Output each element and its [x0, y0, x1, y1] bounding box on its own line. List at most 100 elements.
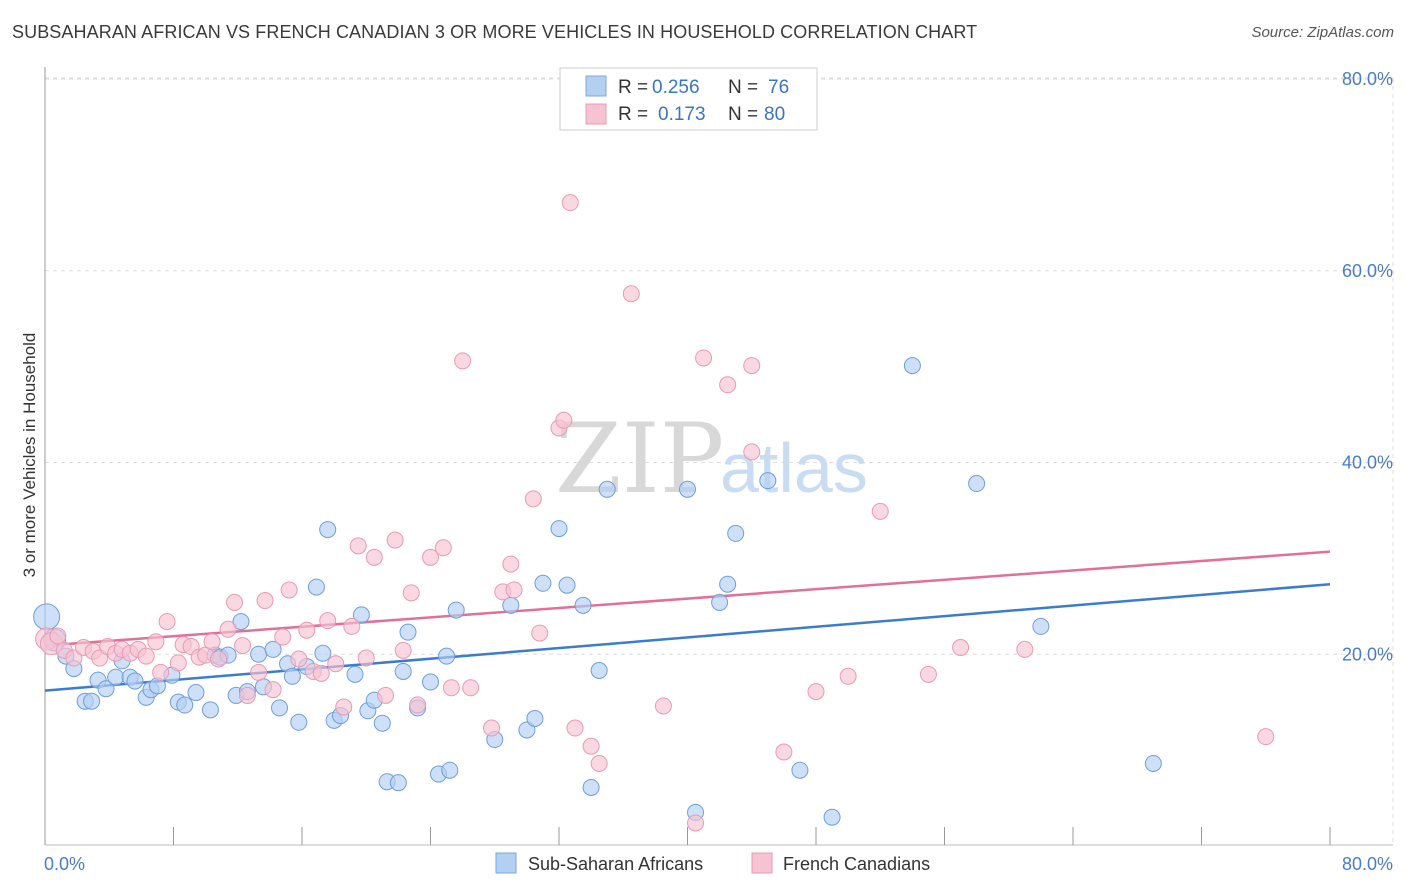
data-point: [319, 612, 337, 630]
bottom-legend-label-2: French Canadians: [783, 854, 930, 874]
data-point: [250, 645, 268, 663]
data-point: [346, 665, 364, 683]
data-point: [298, 621, 316, 639]
data-point: [687, 814, 705, 832]
data-point: [352, 606, 370, 624]
data-point: [711, 593, 729, 611]
bottom-legend-swatch-blue: [495, 852, 517, 874]
data-point: [524, 490, 542, 508]
data-point: [33, 603, 61, 631]
data-point: [871, 502, 889, 520]
data-point: [903, 357, 921, 375]
bottom-legend-label-1: Sub-Saharan Africans: [528, 854, 703, 874]
data-point: [518, 721, 536, 739]
data-point: [442, 679, 460, 697]
data-point: [823, 808, 841, 826]
data-point: [365, 548, 383, 566]
y-tick-label: 80.0%: [1342, 69, 1393, 89]
data-point: [234, 637, 252, 655]
legend-n-label-2: N =: [728, 104, 758, 125]
data-point: [176, 696, 194, 714]
data-point: [422, 548, 439, 566]
data-point: [1016, 640, 1034, 658]
legend-r-value-1: 0.256: [652, 77, 700, 98]
data-point: [264, 681, 282, 699]
data-point: [952, 638, 970, 656]
series-french-canadians: [35, 194, 1275, 832]
data-point: [590, 662, 608, 680]
data-point: [807, 683, 825, 701]
data-point: [454, 352, 472, 370]
data-point: [590, 755, 608, 773]
data-point: [654, 697, 672, 715]
legend-swatch-pink: [585, 103, 607, 125]
data-point: [775, 743, 793, 761]
legend-n-value-1: 76: [768, 77, 789, 98]
legend-r-label-1: R =: [618, 77, 648, 98]
x-tick-label: 80.0%: [1342, 854, 1393, 874]
y-axis-title: 3 or more Vehicles in Household: [20, 333, 39, 578]
data-point: [919, 665, 937, 683]
data-point: [743, 357, 761, 375]
data-point: [232, 613, 250, 631]
y-tick-label: 20.0%: [1342, 644, 1393, 664]
bottom-legend-swatch-pink: [751, 852, 773, 874]
data-point: [386, 531, 404, 549]
data-point: [409, 696, 427, 714]
data-point: [505, 581, 523, 599]
data-point: [349, 537, 367, 555]
data-point: [290, 650, 308, 668]
data-point: [791, 761, 809, 779]
data-point: [274, 628, 292, 646]
data-point: [526, 709, 544, 727]
data-point: [271, 699, 289, 717]
data-point: [1257, 728, 1275, 746]
trend-line-pink: [44, 550, 1331, 647]
data-point: [566, 719, 584, 737]
data-point: [49, 627, 67, 645]
data-point: [290, 713, 308, 731]
data-point: [534, 574, 552, 592]
data-point: [389, 774, 407, 792]
data-point: [402, 584, 420, 602]
data-point: [357, 649, 375, 667]
data-point: [422, 673, 439, 691]
data-point: [137, 647, 155, 665]
data-point: [209, 650, 227, 668]
data-point: [394, 662, 412, 680]
data-point: [335, 698, 353, 716]
data-point: [582, 778, 600, 796]
data-point: [256, 592, 274, 610]
source-label: Source: ZipAtlas.com: [1251, 24, 1394, 41]
data-point: [147, 633, 165, 651]
data-point: [312, 664, 330, 682]
data-point: [839, 667, 857, 685]
data-point: [280, 581, 298, 599]
data-point: [561, 194, 579, 212]
axes: 20.0% 40.0% 60.0% 80.0% 0.0% 80.0%: [44, 67, 1393, 874]
data-point: [319, 521, 337, 539]
data-point: [203, 633, 221, 651]
data-point: [574, 596, 592, 614]
data-point: [250, 663, 268, 681]
data-point: [679, 480, 696, 498]
data-point: [91, 649, 109, 667]
data-point: [201, 701, 219, 719]
data-point: [438, 647, 456, 665]
data-point: [399, 623, 417, 641]
data-point: [727, 524, 745, 542]
y-tick-label: 60.0%: [1342, 261, 1393, 281]
legend-r-label-2: R =: [618, 104, 648, 125]
data-point: [264, 640, 282, 658]
data-point: [719, 575, 737, 593]
data-point: [555, 411, 573, 429]
data-point: [695, 349, 713, 367]
data-point: [373, 714, 391, 732]
data-point: [107, 668, 125, 686]
data-point: [550, 520, 568, 538]
data-point: [502, 555, 520, 573]
watermark-atlas: atlas: [720, 429, 868, 507]
y-tick-label: 40.0%: [1342, 453, 1393, 473]
data-point: [314, 644, 332, 662]
